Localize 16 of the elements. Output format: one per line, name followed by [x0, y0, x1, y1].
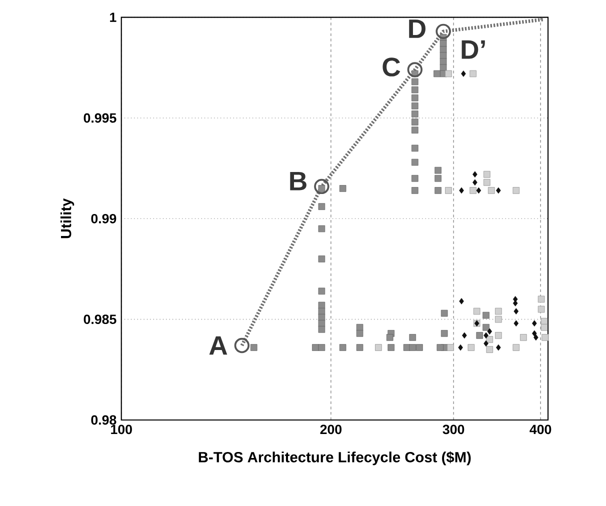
x-axis-title: B-TOS Architecture Lifecycle Cost ($M): [198, 451, 471, 466]
annotation: D: [409, 20, 426, 38]
y-tick-label: 0.98: [91, 415, 116, 425]
y-tick-label: 0.985: [84, 314, 116, 324]
annotation: B: [290, 172, 306, 190]
y-tick-label: 0.99: [91, 214, 116, 224]
annotation: C: [382, 58, 400, 76]
y-axis-title: Utility: [60, 198, 74, 238]
annotation: A: [209, 336, 228, 355]
y-tick-label: 0.995: [84, 113, 116, 123]
x-tick-label: 400: [530, 424, 552, 434]
y-tick-label: 1: [110, 12, 116, 22]
x-tick-label: 300: [442, 424, 464, 434]
x-tick-label: 200: [320, 424, 342, 434]
annotation: D’: [462, 40, 485, 59]
x-tick-label: 100: [111, 424, 132, 434]
